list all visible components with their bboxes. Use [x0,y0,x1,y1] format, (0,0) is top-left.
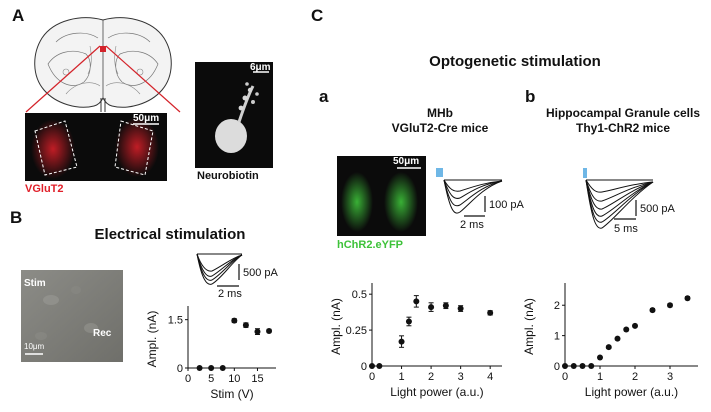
data-point [649,307,656,314]
data-point [405,318,412,325]
dic-slice-image: Stim Rec 10μm [21,270,123,362]
data-point [376,363,383,369]
Ca-title-line2: VGluT2-Cre mice [391,121,489,135]
panel-B-traces: 500 pA 2 ms [196,253,279,300]
panel-B-title: Electrical stimulation [94,226,246,243]
eyfp-scale-label: 50μm [393,156,420,167]
eyfp-label: hChR2.eYFP [337,239,404,251]
Ca-trace-scale-y: 100 pA [489,199,525,211]
data-point [231,317,238,324]
vglut2-fluorescence-image: 50μm [25,113,167,181]
x-tick-label: 0 [369,371,375,383]
panel-B-chart: 0 5 10 15 0 1.5 Stim (V) Ampl. (nA) [145,306,276,401]
data-point [623,326,630,333]
Cb-title-line1: Hippocampal Granule cells [545,106,701,120]
x-axis-label: Stim (V) [210,387,253,401]
x-tick-label: 3 [667,371,673,383]
panel-label-Ca: a [319,87,329,106]
y-tick-label: 2 [554,300,560,312]
x-tick-label: 10 [228,373,240,385]
x-tick-label: 5 [208,373,214,385]
x-axis-label: Light power (a.u.) [390,385,483,399]
y-axis-label: Ampl. (nA) [329,298,343,355]
x-tick-label: 15 [251,373,263,385]
x-tick-label: 1 [597,371,603,383]
data-point [442,302,449,309]
data-point [428,304,435,311]
panel-label-A: A [12,6,25,25]
Ca-traces: 100 pA 2 ms [436,168,525,231]
vglut2-scale-label: 50μm [133,113,160,124]
data-point [562,363,568,369]
data-point [570,363,577,369]
panel-C-title: Optogenetic stimulation [429,53,601,70]
panel-label-C: C [311,6,324,25]
neurobiotin-scale-label: 6μm [250,62,271,73]
x-tick-label: 3 [458,371,464,383]
data-point [597,354,603,361]
Cb-traces: 500 pA 5 ms [583,168,676,235]
B-trace-scale-y: 500 pA [243,267,279,279]
neurobiotin-label: Neurobiotin [197,170,259,182]
data-point [632,322,638,329]
y-tick-label: 0 [361,361,367,373]
x-tick-label: 4 [487,371,493,383]
data-point [398,338,405,345]
dic-scale-label: 10μm [24,342,45,351]
data-point [614,335,621,342]
data-point [369,363,375,369]
x-axis-label: Light power (a.u.) [585,385,678,399]
panel-Cb-chart: 0 1 2 3 0 1 2 Light power (a.u.) Ampl. (nA) [522,283,698,399]
y-tick-label: 1.5 [168,315,183,327]
Cb-trace-scale-x: 5 ms [614,223,638,235]
y-tick-label: 0.25 [346,325,367,337]
stim-label: Stim [24,278,46,289]
data-point [413,298,420,305]
data-point [254,328,261,335]
Cb-title: Hippocampal Granule cells Thy1-ChR2 mice [538,106,708,136]
data-point [457,305,464,312]
Ca-title-line1: MHb [427,106,453,120]
y-tick-label: 0 [554,361,560,373]
y-tick-label: 0.5 [352,289,367,301]
brain-atlas-schematic [34,17,172,112]
panel-label-Cb: b [525,87,536,106]
neurobiotin-image: 6μm [195,62,273,168]
data-point [579,363,586,369]
Ca-trace-scale-x: 2 ms [460,219,484,231]
y-axis-label: Ampl. (nA) [522,298,536,355]
data-point [605,344,612,351]
data-point [266,327,273,334]
x-tick-label: 2 [632,371,638,383]
eyfp-fluorescence-image: 50μm [337,156,426,236]
panel-label-B: B [10,208,23,227]
zoom-lines [25,45,181,113]
data-point [667,302,673,309]
panel-Ca-chart: 0 1 2 3 4 0 0.25 0.5 Light power (a.u.) Ampl. (nA… [329,283,502,399]
x-tick-label: 1 [398,371,404,383]
data-point [242,322,249,329]
data-point [684,295,691,302]
vglut2-label: VGluT2 [25,183,64,195]
y-tick-label: 1 [554,331,560,343]
data-point [196,365,203,371]
data-point [487,309,494,316]
data-point [219,365,226,371]
x-tick-label: 0 [562,371,568,383]
B-trace-scale-x: 2 ms [218,288,242,300]
y-tick-label: 0 [177,363,183,375]
x-tick-label: 0 [185,373,191,385]
data-point [588,363,595,369]
Cb-trace-scale-y: 500 pA [640,203,676,215]
rec-label: Rec [93,328,112,339]
Cb-title-line2: Thy1-ChR2 mice [575,121,671,135]
x-tick-label: 2 [428,371,434,383]
y-axis-label: Ampl. (nA) [145,311,159,368]
Ca-title: MHb VGluT2-Cre mice [365,106,515,136]
data-point [208,365,215,371]
